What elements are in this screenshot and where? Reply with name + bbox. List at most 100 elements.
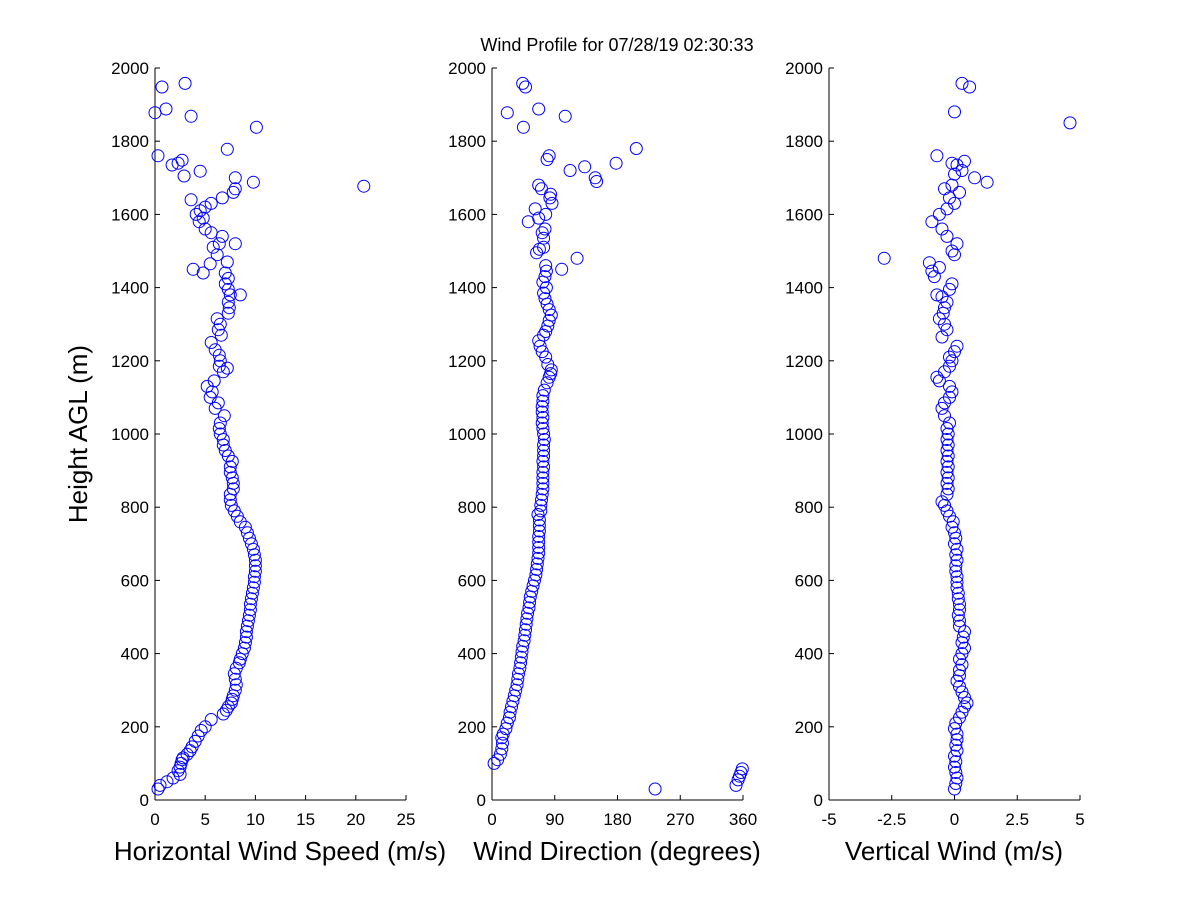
- data-point: [963, 80, 977, 94]
- data-point: [192, 215, 206, 229]
- y-tick-label-vertical: 400: [795, 645, 823, 664]
- y-tick-label-vertical: 1400: [785, 279, 823, 298]
- data-point: [940, 433, 954, 446]
- data-point: [935, 495, 949, 509]
- x-tick-label-vertical: -2.5: [877, 810, 906, 829]
- data-point: [207, 374, 221, 388]
- data-point: [487, 756, 501, 770]
- data-point: [212, 422, 226, 435]
- data-point: [953, 185, 966, 199]
- data-point: [535, 416, 549, 430]
- data-point: [519, 80, 532, 94]
- data-point: [938, 301, 951, 315]
- y-tick-label-speed: 1200: [111, 352, 149, 371]
- data-point: [945, 354, 959, 368]
- x-tick-label-direction: 90: [545, 810, 564, 829]
- data-point: [540, 376, 554, 390]
- data-point: [536, 482, 550, 496]
- data-point: [242, 608, 256, 622]
- data-point: [532, 102, 546, 116]
- data-point: [208, 343, 222, 357]
- data-point: [958, 154, 971, 168]
- y-tick-label-direction: 1400: [448, 279, 486, 298]
- data-point: [536, 389, 550, 403]
- data-point: [206, 240, 220, 254]
- data-point: [532, 530, 546, 543]
- data-point: [953, 652, 966, 666]
- data-point: [925, 264, 939, 278]
- data-point: [948, 537, 961, 551]
- data-point: [510, 678, 524, 692]
- data-point: [948, 760, 961, 774]
- data-point: [537, 240, 551, 254]
- y-tick-label-direction: 2000: [448, 59, 486, 78]
- data-point: [151, 782, 165, 796]
- data-point: [212, 359, 226, 373]
- y-tick-label-speed: 800: [121, 498, 149, 517]
- figure-title: Wind Profile for 07/28/19 02:30:33: [480, 35, 753, 55]
- data-point: [536, 476, 550, 490]
- data-point: [955, 647, 969, 661]
- data-point: [502, 711, 516, 725]
- data-point: [930, 149, 944, 163]
- data-point: [588, 171, 602, 185]
- data-point: [220, 142, 234, 156]
- data-point: [563, 164, 577, 177]
- data-point: [218, 266, 232, 280]
- x-tick-label-speed: 0: [150, 810, 159, 829]
- data-point: [220, 361, 234, 375]
- data-point: [958, 700, 971, 714]
- y-tick-label-direction: 1200: [448, 352, 486, 371]
- data-point: [980, 175, 994, 189]
- data-point: [544, 308, 558, 322]
- data-point: [950, 581, 964, 595]
- x-tick-label-vertical: -5: [821, 810, 836, 829]
- data-point: [578, 160, 592, 174]
- data-point: [943, 416, 956, 430]
- data-point: [221, 700, 235, 714]
- data-point: [729, 778, 743, 792]
- data-point: [536, 422, 550, 435]
- data-point: [537, 433, 551, 446]
- data-point: [530, 557, 544, 571]
- y-tick-label-vertical: 200: [795, 718, 823, 737]
- data-point: [516, 76, 530, 90]
- data-point: [536, 465, 550, 479]
- data-point: [948, 526, 961, 540]
- data-point: [558, 109, 572, 123]
- data-point: [532, 178, 546, 192]
- data-point: [520, 612, 534, 626]
- data-point: [570, 251, 584, 265]
- data-point: [211, 323, 225, 337]
- data-point: [542, 314, 556, 327]
- data-point: [528, 573, 541, 587]
- data-point: [531, 508, 545, 521]
- data-point: [217, 409, 231, 423]
- data-point: [955, 685, 969, 699]
- data-point: [949, 564, 963, 578]
- data-point: [159, 102, 173, 116]
- data-point: [240, 619, 254, 633]
- y-tick-label-direction: 400: [458, 645, 486, 664]
- data-point: [945, 244, 959, 258]
- y-tick-label-speed: 400: [121, 645, 149, 664]
- data-point: [500, 106, 514, 120]
- data-point: [228, 672, 242, 686]
- data-point: [519, 623, 532, 637]
- data-point: [535, 182, 548, 196]
- data-point: [225, 471, 239, 485]
- data-point: [166, 771, 180, 785]
- data-point: [523, 595, 537, 609]
- data-point: [243, 603, 257, 617]
- data-point: [930, 288, 944, 302]
- x-tick-label-vertical: 2.5: [1005, 810, 1029, 829]
- data-point: [940, 444, 954, 457]
- data-point: [943, 282, 956, 296]
- data-point: [940, 323, 954, 337]
- y-tick-label-vertical: 600: [795, 571, 823, 590]
- data-point: [226, 482, 240, 496]
- data-point: [877, 251, 891, 265]
- data-point: [153, 778, 167, 792]
- data-points-direction: [487, 76, 749, 796]
